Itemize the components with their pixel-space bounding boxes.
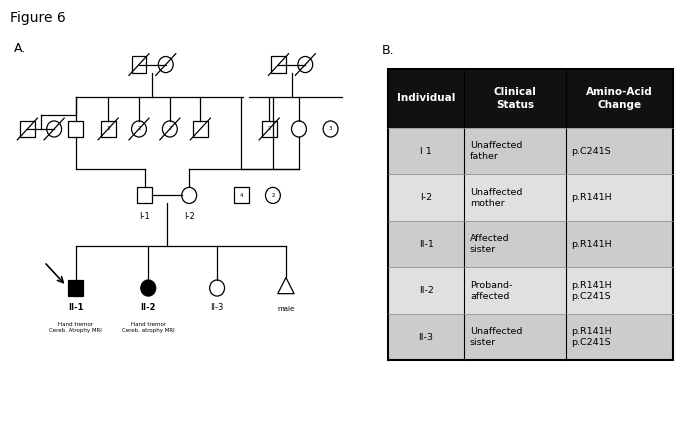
Circle shape xyxy=(141,280,156,296)
Text: Affected
sister: Affected sister xyxy=(470,234,510,254)
Text: p.R141H: p.R141H xyxy=(571,240,612,249)
Bar xyxy=(68,121,83,137)
Text: I-2: I-2 xyxy=(420,193,432,202)
Bar xyxy=(68,280,83,296)
Bar xyxy=(388,128,673,174)
Text: II-3: II-3 xyxy=(210,304,224,312)
Bar xyxy=(137,187,152,204)
Text: Unaffected
sister: Unaffected sister xyxy=(470,327,522,347)
Text: Proband-
affected: Proband- affected xyxy=(470,281,513,301)
Text: II-1: II-1 xyxy=(68,304,83,312)
Bar xyxy=(271,56,286,73)
Text: 3: 3 xyxy=(106,126,110,132)
Bar xyxy=(388,69,673,360)
Text: I 1: I 1 xyxy=(420,147,432,156)
Text: Unaffected
father: Unaffected father xyxy=(470,141,522,161)
Text: Individual: Individual xyxy=(397,94,455,103)
Text: 2: 2 xyxy=(271,193,275,198)
Bar xyxy=(20,121,35,137)
Text: 7: 7 xyxy=(168,126,172,132)
Circle shape xyxy=(182,187,196,204)
Circle shape xyxy=(209,280,225,296)
Circle shape xyxy=(298,56,313,73)
Circle shape xyxy=(158,56,173,73)
Bar xyxy=(388,221,673,268)
Text: Hand tremor
Cereb. Atrophy MRI: Hand tremor Cereb. Atrophy MRI xyxy=(50,322,102,333)
Text: p.R141H: p.R141H xyxy=(571,193,612,202)
Bar xyxy=(388,174,673,221)
Circle shape xyxy=(323,121,338,137)
Bar xyxy=(132,56,146,73)
Text: II-1: II-1 xyxy=(419,240,433,249)
Text: p.R141H
p.C241S: p.R141H p.C241S xyxy=(571,281,612,301)
Bar xyxy=(234,187,249,204)
Bar xyxy=(388,69,673,128)
Bar xyxy=(262,121,277,137)
Bar xyxy=(101,121,116,137)
Text: male: male xyxy=(277,306,295,312)
Text: Figure 6: Figure 6 xyxy=(10,11,66,25)
Bar xyxy=(388,268,673,314)
Text: II-3: II-3 xyxy=(419,333,433,342)
Text: I-2: I-2 xyxy=(184,212,194,221)
Text: A.: A. xyxy=(14,42,27,55)
Text: 4: 4 xyxy=(240,193,243,198)
Text: II-2: II-2 xyxy=(141,304,156,312)
Text: 3: 3 xyxy=(329,126,332,132)
Text: p.C241S: p.C241S xyxy=(571,147,610,156)
Text: 2: 2 xyxy=(137,126,141,132)
Bar xyxy=(193,121,208,137)
Circle shape xyxy=(47,121,61,137)
Circle shape xyxy=(163,121,177,137)
Text: Hand tremor
Cereb. atrophy MRI: Hand tremor Cereb. atrophy MRI xyxy=(122,322,174,333)
Text: Clinical
Status: Clinical Status xyxy=(493,87,537,110)
Text: Amino-Acid
Change: Amino-Acid Change xyxy=(586,87,652,110)
Circle shape xyxy=(291,121,307,137)
Text: Unaffected
mother: Unaffected mother xyxy=(470,187,522,208)
Text: I-1: I-1 xyxy=(139,212,150,221)
Polygon shape xyxy=(278,278,294,294)
Circle shape xyxy=(265,187,280,204)
Bar xyxy=(388,314,673,360)
Text: II-2: II-2 xyxy=(419,286,433,295)
Circle shape xyxy=(132,121,147,137)
Text: p.R141H
p.C241S: p.R141H p.C241S xyxy=(571,327,612,347)
Text: B.: B. xyxy=(382,44,394,57)
Text: 2: 2 xyxy=(267,126,271,132)
